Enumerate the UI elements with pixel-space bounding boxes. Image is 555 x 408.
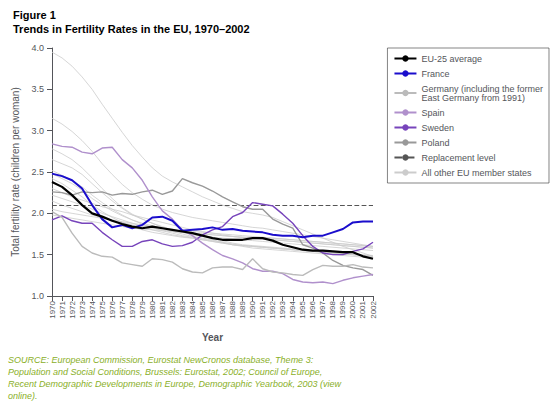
- svg-text:1981: 1981: [158, 300, 167, 318]
- svg-text:1998: 1998: [328, 300, 337, 318]
- svg-text:1976: 1976: [108, 300, 117, 318]
- svg-text:1989: 1989: [238, 300, 247, 318]
- svg-text:1995: 1995: [298, 300, 307, 318]
- svg-text:1978: 1978: [128, 300, 137, 318]
- svg-text:Total fertility rate (children: Total fertility rate (children per woman…: [10, 87, 21, 257]
- svg-text:1993: 1993: [278, 300, 287, 318]
- svg-text:1980: 1980: [148, 300, 157, 318]
- svg-text:1982: 1982: [168, 300, 177, 318]
- svg-text:Figure 1: Figure 1: [13, 9, 56, 21]
- svg-text:online).: online).: [8, 391, 38, 401]
- svg-text:1988: 1988: [228, 300, 237, 318]
- svg-text:Population and Social Conditio: Population and Social Conditions, Brusse…: [8, 367, 322, 377]
- svg-text:1.5: 1.5: [31, 250, 44, 260]
- svg-text:Poland: Poland: [421, 138, 449, 148]
- svg-text:Germany (including the former: Germany (including the former: [421, 83, 543, 94]
- svg-text:Trends in Fertility Rates in t: Trends in Fertility Rates in the EU, 197…: [13, 23, 250, 35]
- svg-text:1977: 1977: [118, 300, 127, 318]
- svg-text:All other EU member states: All other EU member states: [421, 168, 532, 178]
- svg-text:2.0: 2.0: [31, 208, 44, 218]
- svg-text:Year: Year: [202, 332, 223, 343]
- svg-text:1986: 1986: [208, 300, 217, 318]
- svg-text:France: France: [421, 69, 449, 79]
- svg-text:1990: 1990: [248, 300, 257, 318]
- svg-text:1984: 1984: [188, 300, 197, 318]
- svg-text:Sweden: Sweden: [421, 123, 454, 133]
- svg-text:3.5: 3.5: [31, 84, 44, 94]
- svg-text:Spain: Spain: [421, 108, 444, 118]
- svg-text:1972: 1972: [68, 300, 77, 318]
- svg-text:2.5: 2.5: [31, 167, 44, 177]
- svg-text:1994: 1994: [288, 300, 297, 318]
- svg-text:East Germany from 1991): East Germany from 1991): [421, 93, 525, 103]
- svg-text:1992: 1992: [268, 300, 277, 318]
- svg-text:1979: 1979: [138, 300, 147, 318]
- svg-text:1996: 1996: [308, 300, 317, 318]
- svg-text:1974: 1974: [88, 300, 97, 318]
- svg-text:1970: 1970: [48, 300, 57, 318]
- svg-text:1983: 1983: [178, 300, 187, 318]
- svg-text:3.0: 3.0: [31, 126, 44, 136]
- svg-text:1.0: 1.0: [31, 291, 44, 301]
- svg-text:1987: 1987: [218, 300, 227, 318]
- svg-text:2001: 2001: [358, 300, 367, 318]
- svg-text:SOURCE: European Commission, E: SOURCE: European Commission, Eurostat Ne…: [8, 355, 314, 365]
- svg-text:1975: 1975: [98, 300, 107, 318]
- svg-text:1997: 1997: [318, 300, 327, 318]
- svg-text:EU-25 average: EU-25 average: [421, 54, 482, 64]
- svg-text:2002: 2002: [369, 300, 378, 318]
- svg-text:4.0: 4.0: [31, 43, 44, 53]
- svg-text:1971: 1971: [58, 300, 67, 318]
- svg-text:Recent Demographic Development: Recent Demographic Developments in Europ…: [8, 379, 342, 389]
- svg-text:1973: 1973: [78, 300, 87, 318]
- svg-text:2000: 2000: [348, 300, 357, 318]
- svg-text:1991: 1991: [258, 300, 267, 318]
- svg-text:1999: 1999: [338, 300, 347, 318]
- svg-text:1985: 1985: [198, 300, 207, 318]
- svg-text:Replacement level: Replacement level: [421, 153, 495, 163]
